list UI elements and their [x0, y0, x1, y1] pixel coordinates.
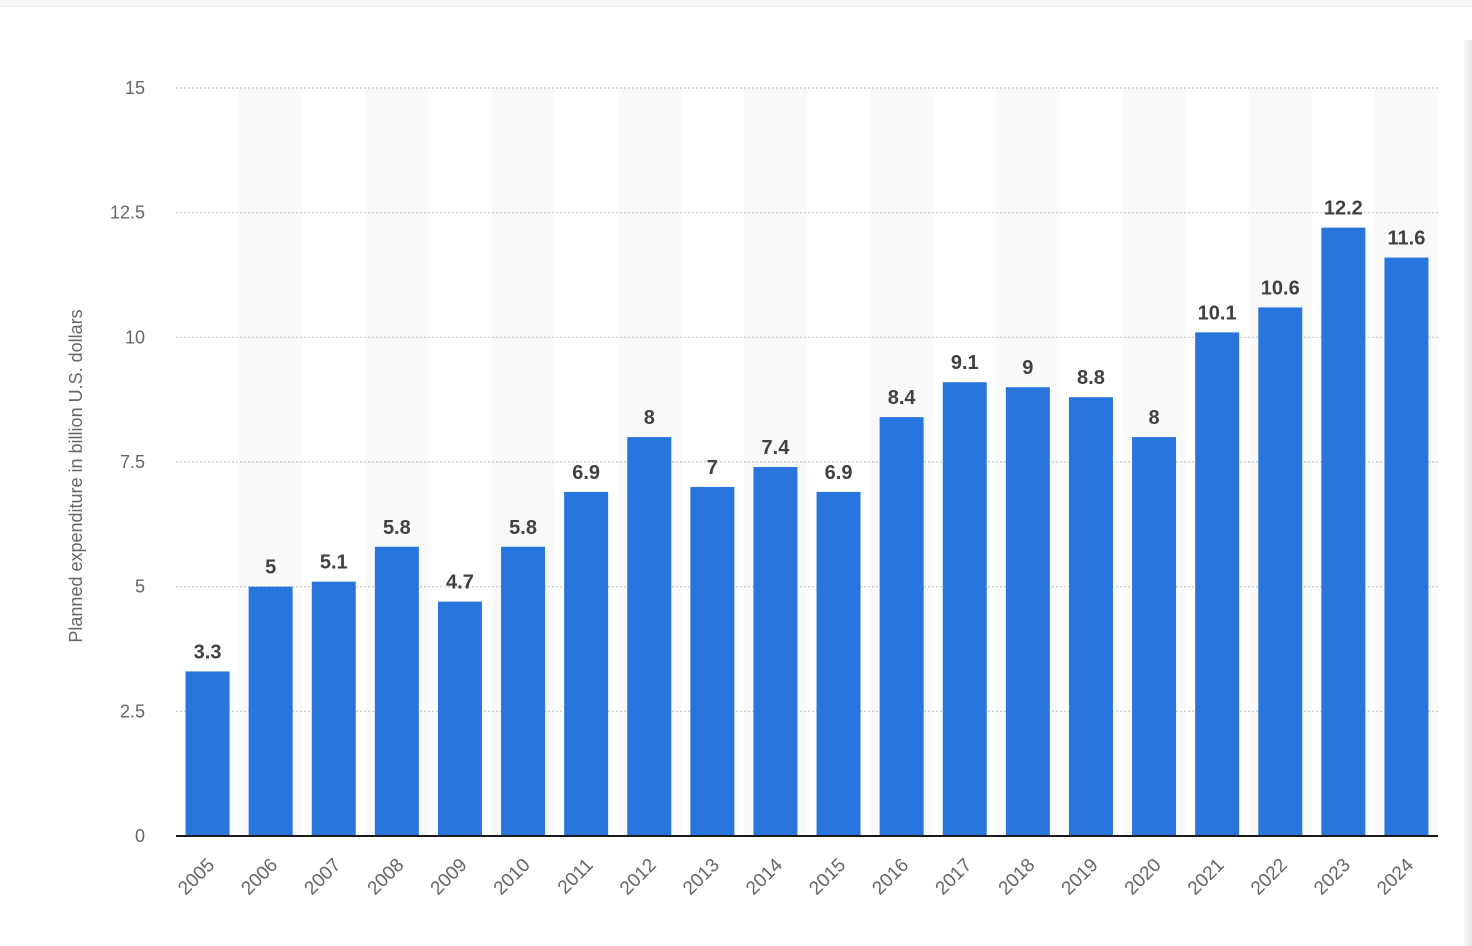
bar-2016[interactable] [879, 417, 924, 836]
x-tick-label-2013: 2013 [679, 855, 724, 900]
bar-2018[interactable] [1005, 387, 1050, 836]
y-tick-label: 10 [125, 327, 145, 347]
data-label-2012: 8 [644, 407, 655, 429]
bar-2024[interactable] [1384, 257, 1429, 837]
scroll-edge [1462, 40, 1472, 946]
x-tick-label-2020: 2020 [1121, 855, 1166, 900]
data-labels: 3.3 5 5.1 5.8 4.7 5.8 6.9 8 7 7.4 6.9 8.4 9.1 9 8.8 8 10… [194, 198, 1426, 664]
x-tick-label-2011: 2011 [554, 855, 598, 899]
y-tick-label: 7.5 [120, 452, 145, 472]
data-label-2006: 5 [265, 557, 276, 579]
data-label-2009: 4.7 [446, 572, 474, 594]
data-label-2014: 7.4 [762, 437, 791, 459]
bar-2014[interactable] [753, 466, 798, 836]
bar-2005[interactable] [185, 671, 230, 836]
y-tick-label: 0 [135, 826, 145, 846]
x-tick-label-2021: 2021 [1184, 855, 1229, 900]
y-tick-label: 15 [125, 78, 145, 98]
data-label-2013: 7 [707, 457, 718, 479]
data-label-2016: 8.4 [888, 387, 917, 409]
y-tick-label: 5 [135, 577, 145, 597]
data-label-2019: 8.8 [1077, 367, 1105, 389]
top-border [0, 0, 1472, 7]
x-tick-label-2024: 2024 [1373, 854, 1418, 899]
x-tick-label-2018: 2018 [995, 855, 1040, 900]
bars [185, 227, 1429, 837]
x-tick-label-2009: 2009 [427, 855, 472, 900]
x-tick-label-2014: 2014 [742, 854, 787, 899]
x-tick-label-2015: 2015 [805, 855, 850, 900]
bar-2010[interactable] [501, 546, 546, 836]
bar-2007[interactable] [311, 581, 356, 836]
bar-2017[interactable] [942, 382, 987, 836]
bar-2006[interactable] [248, 586, 293, 836]
x-tick-label-2016: 2016 [868, 855, 913, 900]
data-label-2020: 8 [1148, 407, 1159, 429]
x-tick-label-2017: 2017 [932, 855, 977, 900]
data-label-2010: 5.8 [509, 517, 537, 539]
data-label-2021: 10.1 [1198, 302, 1237, 324]
data-label-2015: 6.9 [825, 462, 853, 484]
bar-2009[interactable] [437, 601, 482, 836]
data-label-2007: 5.1 [320, 552, 348, 574]
data-label-2011: 6.9 [572, 462, 600, 484]
bar-2013[interactable] [690, 486, 735, 836]
x-axis-ticks: 2005 2006 2007 2008 2009 2010 2011 2012 2013 2014… [174, 854, 1418, 899]
bar-2019[interactable] [1068, 397, 1113, 836]
bar-2021[interactable] [1195, 332, 1240, 836]
x-tick-label-2023: 2023 [1310, 855, 1355, 900]
x-tick-label-2006: 2006 [237, 855, 282, 900]
bar-2015[interactable] [816, 491, 861, 836]
bar-2023[interactable] [1321, 227, 1366, 837]
data-label-2023: 12.2 [1324, 198, 1363, 220]
x-tick-label-2022: 2022 [1247, 855, 1292, 900]
y-axis-ticks: 0 2.5 5 7.5 10 12.5 15 [110, 78, 145, 846]
data-label-2022: 10.6 [1261, 277, 1300, 299]
x-tick-label-2007: 2007 [301, 855, 346, 900]
x-tick-label-2012: 2012 [616, 855, 661, 900]
bar-2012[interactable] [627, 437, 672, 836]
x-tick-label-2008: 2008 [364, 855, 409, 900]
y-axis-label: Planned expenditure in billion U.S. doll… [66, 309, 86, 642]
y-tick-label: 12.5 [110, 203, 145, 223]
bar-2020[interactable] [1132, 437, 1177, 836]
x-tick-label-2019: 2019 [1058, 855, 1103, 900]
data-label-2018: 9 [1022, 357, 1033, 379]
bar-2011[interactable] [564, 491, 609, 836]
data-label-2008: 5.8 [383, 517, 411, 539]
data-label-2005: 3.3 [194, 641, 222, 663]
data-label-2024: 11.6 [1388, 228, 1426, 250]
bar-2008[interactable] [374, 546, 419, 836]
y-tick-label: 2.5 [120, 701, 145, 721]
x-tick-label-2010: 2010 [490, 855, 535, 900]
x-tick-label-2005: 2005 [174, 855, 219, 900]
bar-2022[interactable] [1258, 307, 1303, 836]
data-label-2017: 9.1 [951, 352, 979, 374]
